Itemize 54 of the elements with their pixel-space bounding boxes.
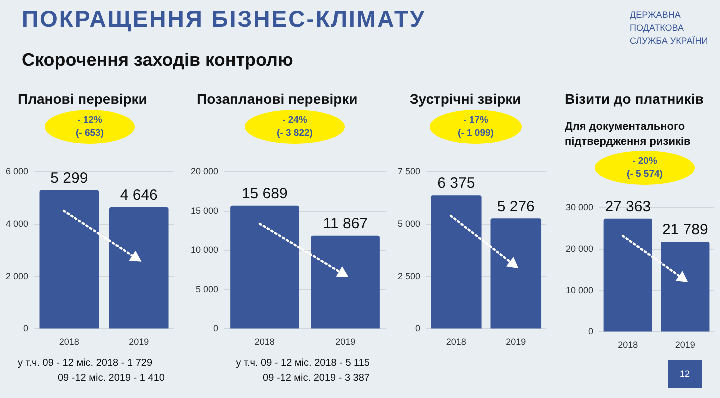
x-tick-label: 2019: [336, 337, 356, 348]
data-label: 15 689: [242, 186, 288, 203]
chart-title: Зустрічні звірки: [410, 91, 522, 107]
y-tick-label: 2 000: [6, 271, 29, 282]
text: (- 5 574): [626, 168, 664, 181]
x-tick-label: 2019: [506, 337, 526, 348]
y-tick-label: 20 000: [566, 244, 594, 254]
y-tick-label: 0: [214, 324, 219, 334]
y-tick-label: 7 500: [398, 166, 421, 176]
y-tick-label: 0: [416, 324, 421, 334]
y-tick-label: 30 000: [566, 202, 594, 212]
data-label: 21 789: [662, 222, 708, 239]
chart-title: Візити до платників: [565, 91, 704, 107]
text: (- 3 822): [276, 127, 314, 140]
text: - 24%: [282, 114, 308, 127]
y-tick-label: 0: [24, 324, 29, 334]
text: (- 1 099): [457, 127, 495, 140]
text: 12: [668, 360, 702, 388]
text: у т.ч. 09 - 12 міс. 2018 - 1 729: [18, 357, 153, 371]
text: Скорочення заходів контролю: [22, 50, 294, 71]
data-label: 11 867: [323, 216, 368, 233]
text: 09 -12 міс. 2019 - 3 387: [262, 372, 370, 386]
x-tick-label: 2018: [254, 337, 275, 348]
data-label: 4 646: [120, 187, 158, 204]
data-label: 5 299: [50, 170, 88, 188]
text: ДЕРЖАВНА ПОДАТКОВА СЛУЖБА УКРАЇНИ: [630, 9, 710, 48]
text: (- 653): [75, 127, 105, 140]
y-tick-label: 10 000: [566, 285, 594, 296]
text: у т.ч. 09 - 12 міс. 2018 - 5 115: [235, 357, 370, 371]
y-tick-label: 5 000: [398, 218, 421, 229]
text: - 12%: [76, 114, 104, 127]
chart-subtitle: Для документального підтвердження ризиків: [565, 120, 692, 150]
data-label: 6 375: [438, 175, 476, 192]
text: 09 -12 міс. 2019 - 1 410: [58, 372, 165, 386]
y-tick-label: 4 000: [6, 218, 29, 229]
x-tick-label: 2018: [618, 340, 638, 350]
data-label: 5 276: [497, 198, 535, 216]
x-tick-label: 2018: [446, 337, 466, 348]
chart-title: Позапланові перевірки: [197, 91, 358, 107]
text: - 20%: [632, 155, 658, 168]
y-tick-label: 5 000: [196, 284, 219, 294]
text: - 17%: [462, 114, 490, 127]
chart-title: Планові перевірки: [18, 91, 148, 107]
x-tick-label: 2018: [59, 337, 80, 348]
x-tick-label: 2019: [129, 337, 150, 348]
y-tick-label: 20 000: [190, 166, 219, 176]
y-tick-label: 15 000: [190, 206, 219, 216]
y-tick-label: 0: [588, 326, 594, 337]
x-tick-label: 2019: [675, 340, 696, 350]
data-label: 27 363: [605, 198, 652, 216]
text: ПОКРАЩЕННЯ БІЗНЕС-КЛІМАТУ: [22, 6, 426, 33]
y-tick-label: 10 000: [190, 245, 219, 256]
y-tick-label: 6 000: [6, 166, 29, 176]
y-tick-label: 2 500: [398, 271, 421, 282]
